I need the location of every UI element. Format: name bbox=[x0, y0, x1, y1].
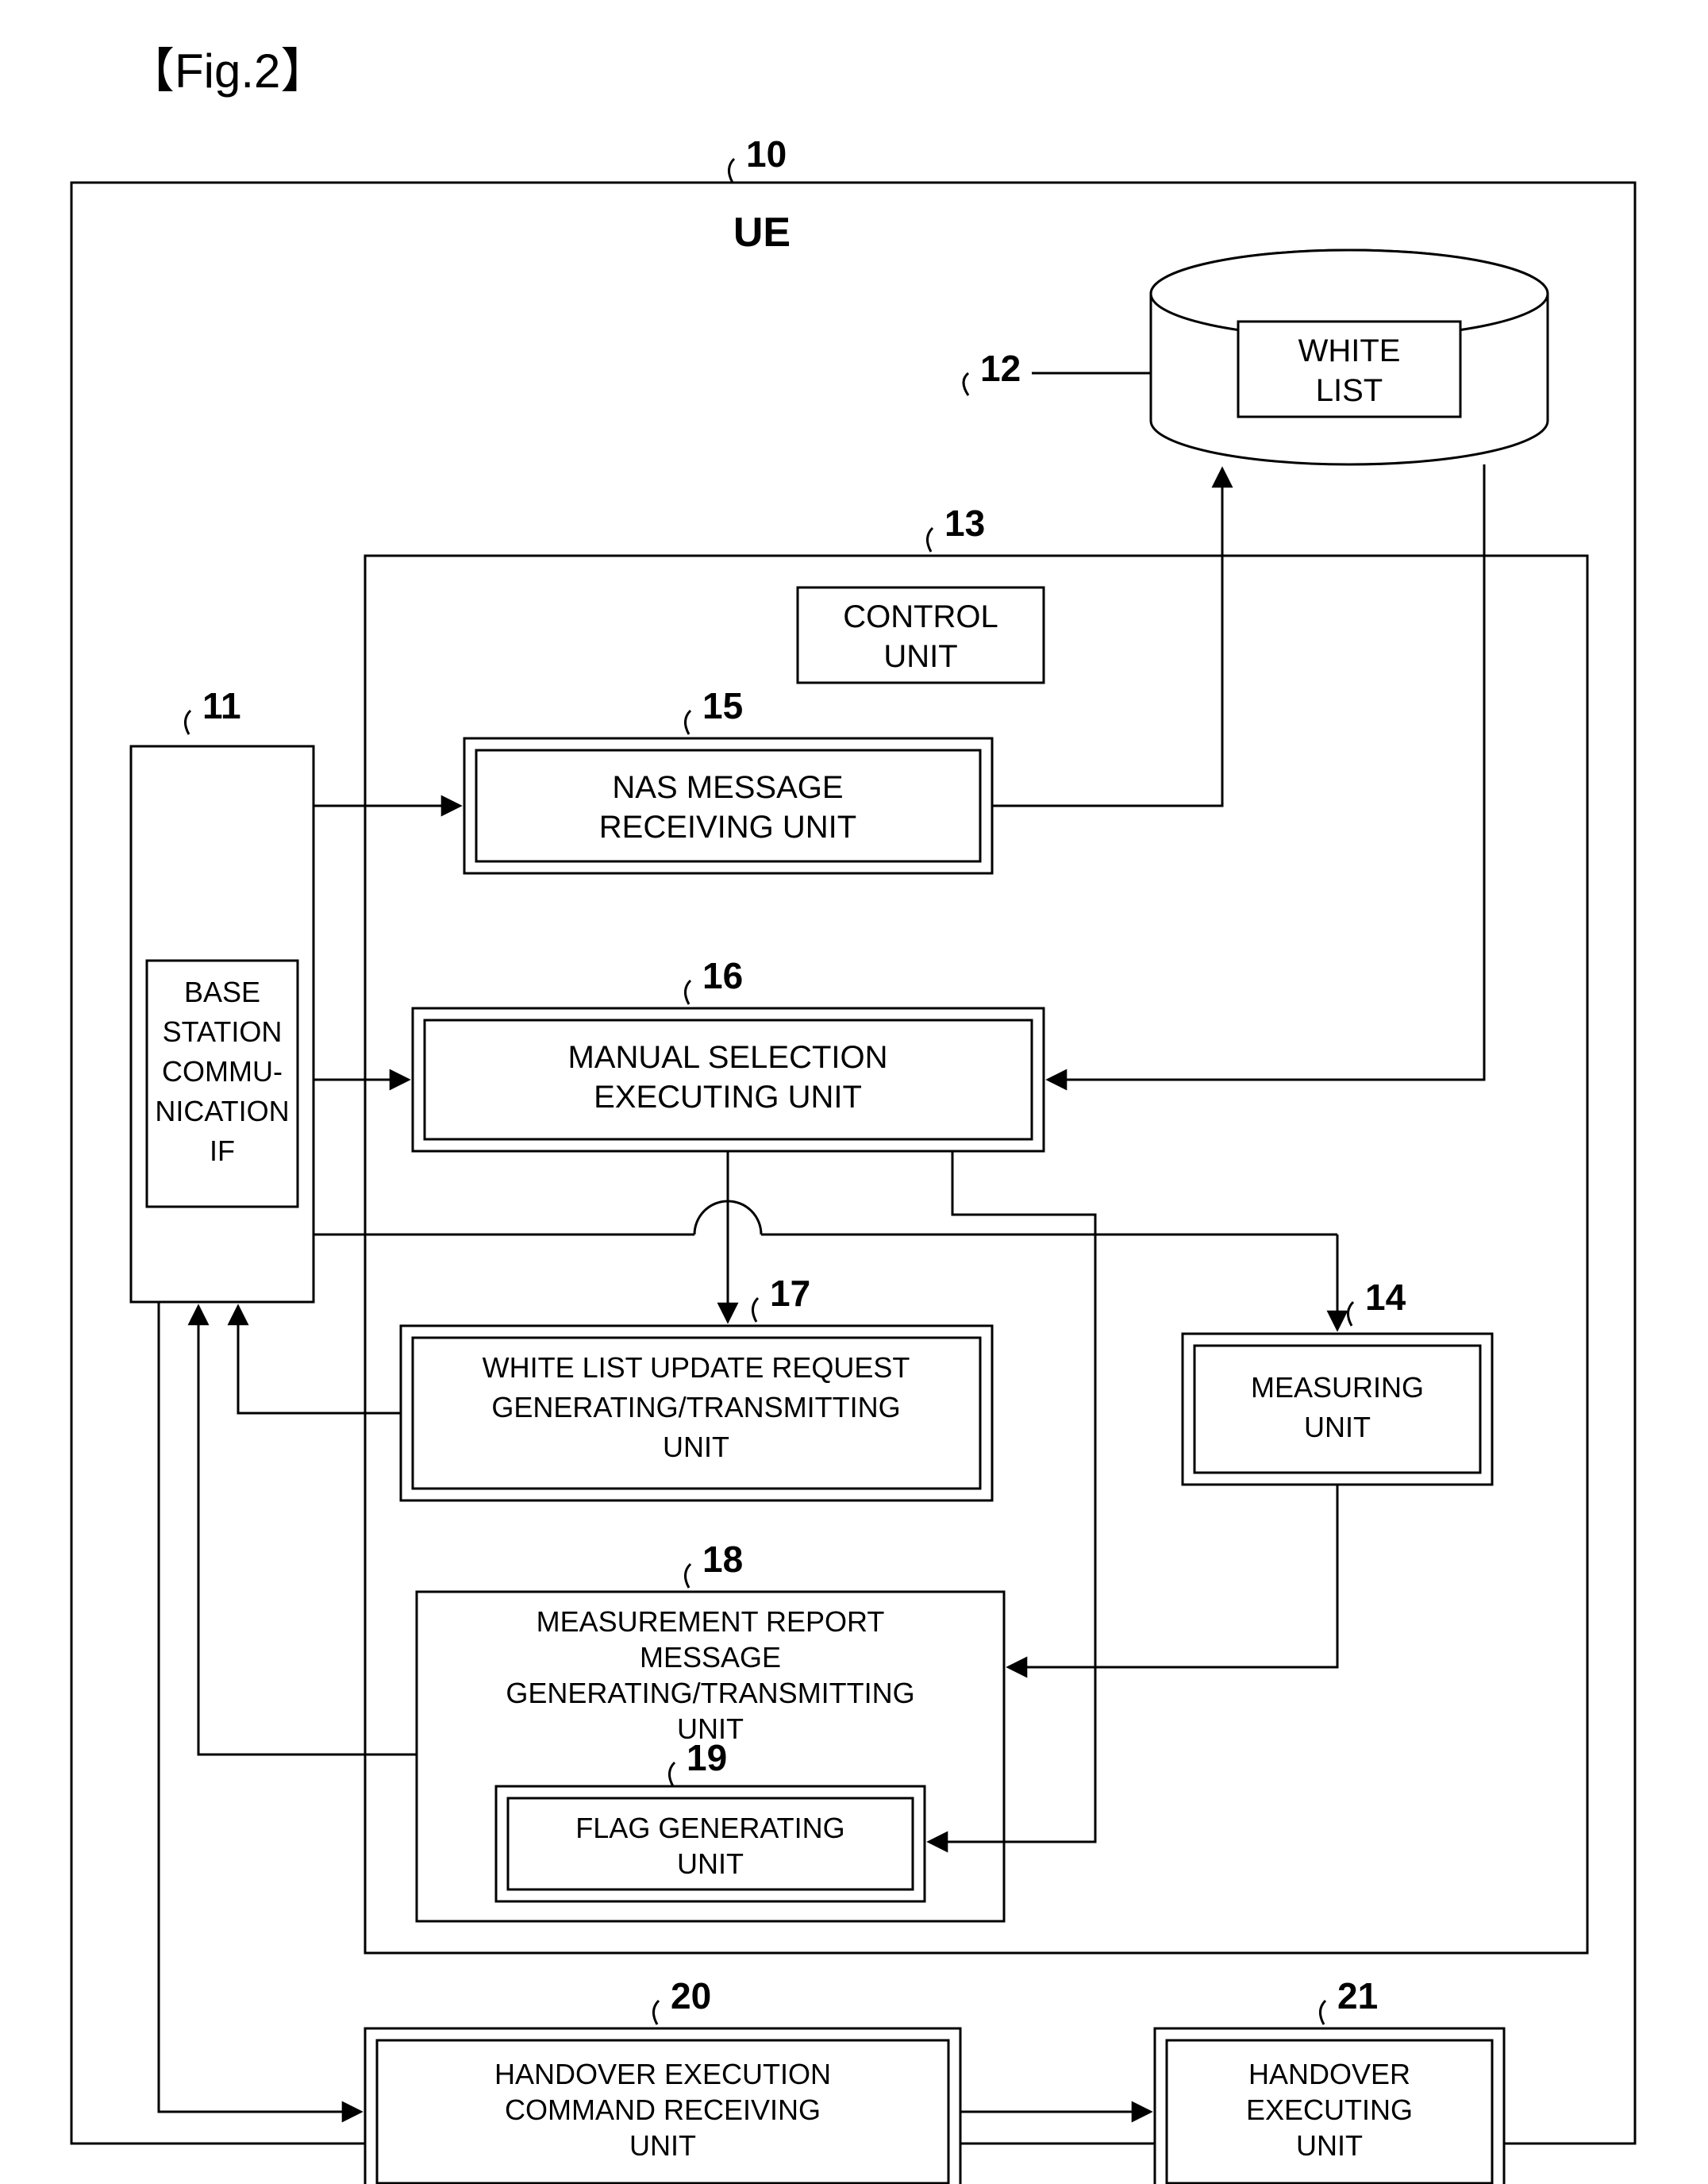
control-l2: UNIT bbox=[883, 639, 957, 674]
ref-12: 12 bbox=[980, 348, 1021, 389]
nas-l1: NAS MESSAGE bbox=[612, 770, 843, 805]
ref-14: 14 bbox=[1365, 1277, 1406, 1318]
measuring-unit: MEASURING UNIT bbox=[1183, 1334, 1492, 1485]
white-list-db: WHITE LIST bbox=[1151, 250, 1548, 464]
flag-l2: UNIT bbox=[677, 1847, 744, 1880]
ref-15: 15 bbox=[702, 685, 743, 726]
measrep-l2: MESSAGE bbox=[640, 1641, 781, 1674]
ref-17: 17 bbox=[770, 1273, 810, 1314]
wlupdate-l3: UNIT bbox=[663, 1431, 729, 1463]
wlupdate-l1: WHITE LIST UPDATE REQUEST bbox=[483, 1351, 910, 1384]
ref-13: 13 bbox=[944, 503, 985, 544]
ref-11: 11 bbox=[202, 685, 241, 726]
bscomm-l2: STATION bbox=[163, 1015, 283, 1048]
diagram-canvas: 【Fig.2】 10 UE WHITE LIST 12 BASE STATION… bbox=[0, 0, 1708, 2184]
figure-title: 【Fig.2】 bbox=[127, 44, 328, 98]
flag-l1: FLAG GENERATING bbox=[575, 1812, 844, 1844]
flag-generating-unit: FLAG GENERATING UNIT bbox=[496, 1786, 925, 1901]
hoexec-l3: UNIT bbox=[1296, 2129, 1363, 2162]
measrep-l1: MEASUREMENT REPORT bbox=[537, 1605, 885, 1638]
handover-exec-unit: HANDOVER EXECUTING UNIT bbox=[1155, 2028, 1504, 2184]
measunit-l2: UNIT bbox=[1304, 1411, 1371, 1443]
nas-receiving-unit: NAS MESSAGE RECEIVING UNIT bbox=[464, 738, 992, 873]
hoexec-l1: HANDOVER bbox=[1248, 2058, 1410, 2090]
bscomm-l5: IF bbox=[210, 1134, 235, 1167]
ref-21: 21 bbox=[1337, 1975, 1378, 2016]
control-l1: CONTROL bbox=[843, 599, 998, 634]
db-label-l1: WHITE bbox=[1298, 333, 1401, 368]
base-station-if: BASE STATION COMMU- NICATION IF bbox=[131, 746, 314, 1302]
ref-19: 19 bbox=[687, 1737, 727, 1778]
horecv-l3: UNIT bbox=[629, 2129, 696, 2162]
bscomm-l3: COMMU- bbox=[162, 1055, 283, 1088]
bscomm-l1: BASE bbox=[184, 976, 260, 1008]
wlupdate-l2: GENERATING/TRANSMITTING bbox=[491, 1391, 900, 1423]
ref-18: 18 bbox=[702, 1539, 743, 1580]
horecv-l1: HANDOVER EXECUTION bbox=[494, 2058, 831, 2090]
horecv-l2: COMMAND RECEIVING bbox=[505, 2093, 821, 2126]
ref-16: 16 bbox=[702, 955, 743, 996]
ue-label: UE bbox=[733, 210, 791, 256]
manual-selection-unit: MANUAL SELECTION EXECUTING UNIT bbox=[413, 1008, 1044, 1151]
handover-cmd-recv-unit: HANDOVER EXECUTION COMMAND RECEIVING UNI… bbox=[365, 2028, 960, 2184]
whitelist-update-unit: WHITE LIST UPDATE REQUEST GENERATING/TRA… bbox=[401, 1326, 992, 1500]
manual-l2: EXECUTING UNIT bbox=[594, 1080, 862, 1115]
ref-20: 20 bbox=[671, 1975, 711, 2016]
measunit-l1: MEASURING bbox=[1251, 1371, 1424, 1404]
manual-l1: MANUAL SELECTION bbox=[567, 1040, 887, 1075]
bscomm-l4: NICATION bbox=[155, 1095, 289, 1127]
db-label-l2: LIST bbox=[1316, 373, 1383, 408]
nas-l2: RECEIVING UNIT bbox=[599, 810, 856, 845]
measrep-l3: GENERATING/TRANSMITTING bbox=[506, 1677, 914, 1709]
hoexec-l2: EXECUTING bbox=[1246, 2093, 1413, 2126]
ref-10: 10 bbox=[746, 133, 787, 175]
